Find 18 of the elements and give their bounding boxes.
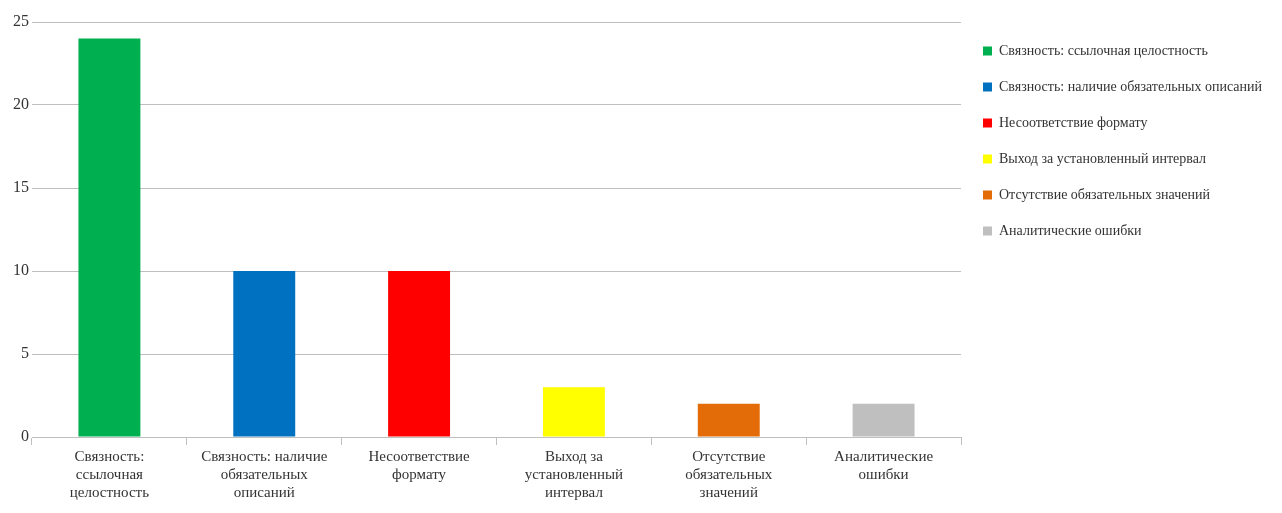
x-tick-label: Несоответствие формату <box>368 447 471 482</box>
x-tick-label: Аналитические ошибки <box>834 447 934 482</box>
x-tick-label: Выход за установленный интервал <box>524 447 624 500</box>
y-tick-label: 5 <box>21 344 29 362</box>
y-tick-label: 0 <box>21 427 29 445</box>
x-tick-label: Отсутствие обязательных значений <box>685 447 773 500</box>
y-tick-label: 10 <box>13 261 29 279</box>
legend-label: Отсутствие обязательных значений <box>999 186 1211 202</box>
y-tick-label: 20 <box>13 95 29 113</box>
legend-label: Аналитические ошибки <box>999 222 1143 238</box>
legend-label: Несоответствие формату <box>999 114 1148 130</box>
y-tick-label: 25 <box>13 12 29 30</box>
legend-label: Выход за установленный интервал <box>999 150 1206 166</box>
x-tick-label: Связность: ссылочная целостность <box>69 447 150 500</box>
x-tick-label: Связность: наличие обязательных описаний <box>201 447 328 500</box>
legend-label: Связность: наличие обязательных описаний <box>999 78 1263 94</box>
legend-label: Связность: ссылочная целостность <box>999 42 1208 58</box>
y-tick-label: 15 <box>13 178 29 196</box>
